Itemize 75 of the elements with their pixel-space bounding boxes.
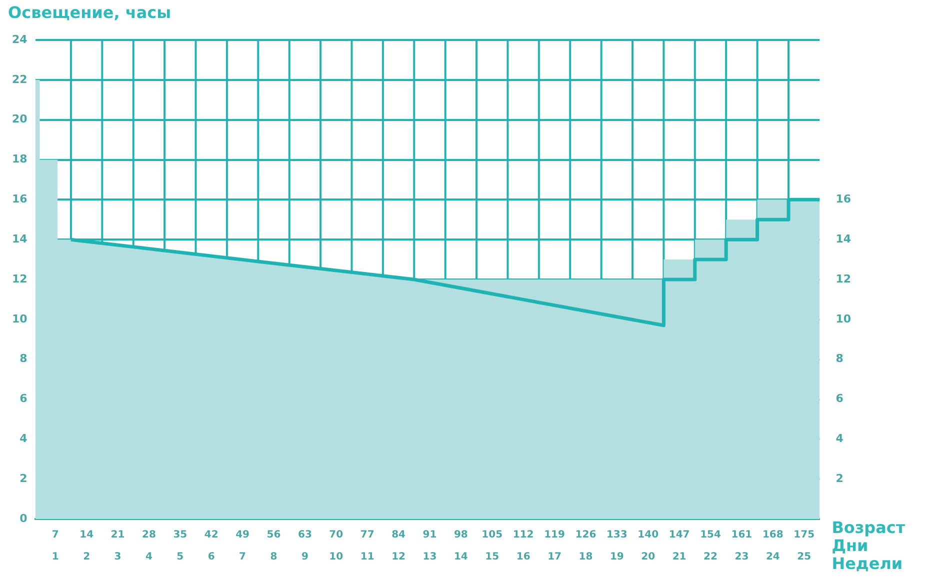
x-tick-label: 7 [52,530,59,541]
y2-tick-label: 4 [836,432,844,446]
y-tick-label: 10 [12,312,28,326]
x-tick-label: 126 [575,530,596,541]
x2-tick-label: 22 [704,552,718,563]
y-tick-label: 12 [12,272,28,286]
x2-tick-label: 9 [301,552,308,563]
x-tick-label: 168 [762,530,784,541]
x2-tick-label: 17 [548,552,562,563]
text: Недели [832,554,903,574]
x2-tick-label: 3 [114,552,122,563]
x-tick-label: 147 [668,530,690,541]
x2-tick-label: 2 [83,552,90,563]
y-tick-label: 16 [12,192,28,206]
x2-tick-label: 4 [145,552,152,563]
y-tick-label: 8 [20,352,28,366]
y-tick-label: 24 [12,32,28,46]
x-axis-title: Возраст [832,518,906,538]
x-tick-label: 63 [298,530,312,541]
x-tick-label: 105 [482,530,503,541]
x-tick-label: 112 [512,530,534,541]
x-tick-label: 35 [173,530,188,541]
x2-tick-label: 10 [329,552,344,563]
x-tick-label: 119 [544,530,565,541]
x2-tick-label: 14 [454,552,468,563]
x-tick-label: 42 [204,530,218,541]
y2-tick-label: 16 [836,192,852,206]
y-tick-label: 22 [12,72,28,86]
x-tick-label: 21 [110,530,125,541]
x-tick-label: 133 [606,530,628,541]
x-tick-label: 140 [638,530,659,541]
y-tick-label: 14 [12,232,28,246]
y-tick-label: 0 [20,512,28,525]
y2-tick-label: 10 [836,312,852,326]
x2-tick-label: 20 [641,552,656,563]
x-tick-label: 77 [360,530,374,541]
x2-tick-label: 5 [176,552,184,563]
x-tick-label: 49 [236,530,250,541]
y-tick-label: 18 [12,152,28,166]
x2-tick-label: 7 [239,552,246,563]
x2-tick-label: 15 [485,552,500,563]
x2-tick-label: 8 [270,552,278,563]
x-tick-label: 28 [142,530,156,541]
y2-tick-label: 12 [836,272,852,286]
x-tick-label: 14 [80,530,94,541]
x-tick-label: 98 [454,530,468,541]
x2-tick-label: 18 [578,552,593,563]
x-tick-label: 70 [329,530,344,541]
x2-tick-label: 24 [766,552,780,563]
x-tick-label: 175 [794,530,815,541]
y-tick-label: 6 [20,392,28,406]
x2-tick-label: 16 [516,552,530,563]
y2-tick-label: 14 [836,232,852,246]
y-tick-label: 2 [20,472,28,485]
x2-tick-label: 11 [360,552,374,563]
y-tick-label: 20 [12,112,28,126]
y2-tick-label: 6 [836,392,844,406]
text: Дни [832,536,868,556]
x2-tick-label: 21 [672,552,686,563]
x-tick-label: 161 [731,530,752,541]
y-axis-title: Освещение, часы [8,3,172,22]
x2-tick-label: 13 [422,552,437,563]
y2-tick-label: 2 [836,472,844,485]
y2-tick-label: 8 [836,352,844,366]
x2-tick-label: 6 [208,552,215,563]
x2-tick-label: 12 [392,552,406,563]
x-tick-label: 84 [392,530,406,541]
x-tick-label: 91 [422,530,437,541]
x2-tick-label: 19 [610,552,624,563]
x2-tick-label: 25 [797,552,812,563]
x-tick-label: 154 [700,530,721,541]
x2-tick-label: 23 [734,552,749,563]
y-tick-label: 4 [20,432,28,446]
x2-tick-label: 1 [52,552,59,563]
x-tick-label: 56 [266,530,281,541]
